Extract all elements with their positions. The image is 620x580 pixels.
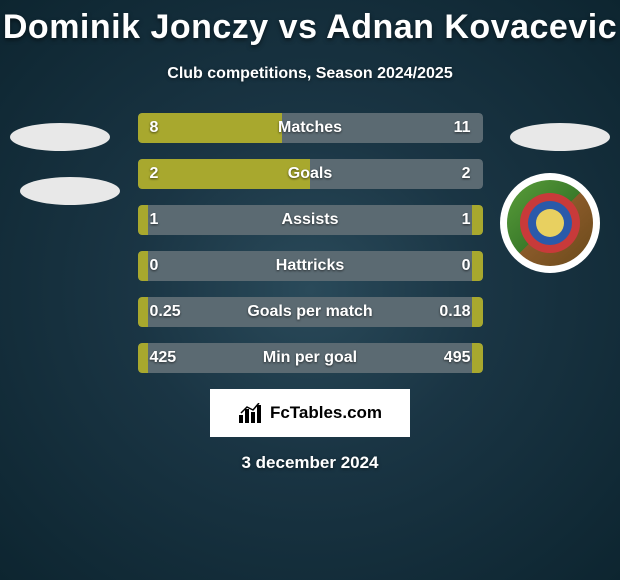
stat-value-left: 0.25 [150, 303, 181, 321]
stat-row: 8 11 Matches [138, 113, 483, 143]
club-badge [500, 173, 600, 273]
stat-value-left: 8 [150, 119, 159, 137]
stat-label: Goals per match [247, 303, 372, 321]
stat-bar-left [138, 251, 148, 281]
stat-bar-left [138, 205, 148, 235]
stat-value-right: 11 [454, 119, 471, 137]
stat-row: 1 1 Assists [138, 205, 483, 235]
page-title: Dominik Jonczy vs Adnan Kovacevic [0, 0, 620, 47]
stat-bar-right [472, 297, 482, 327]
stat-bar-right [472, 343, 482, 373]
stat-value-left: 0 [150, 257, 159, 275]
stat-value-right: 0 [462, 257, 471, 275]
chart-icon [238, 403, 264, 423]
stat-row: 425 495 Min per goal [138, 343, 483, 373]
stat-label: Min per goal [263, 349, 357, 367]
content-area: 811Matches22Goals11Assists00Hattricks0.2… [0, 113, 620, 473]
subtitle: Club competitions, Season 2024/2025 [0, 65, 620, 83]
stat-label: Assists [282, 211, 339, 229]
club-badge-inner [507, 180, 593, 266]
date-text: 3 december 2024 [0, 453, 620, 473]
stat-value-right: 1 [462, 211, 471, 229]
stat-row: 0.25 0.18 Goals per match [138, 297, 483, 327]
stat-value-right: 0.18 [439, 303, 470, 321]
player-right-ellipse-1 [510, 123, 610, 151]
stat-bar-right [472, 205, 482, 235]
stat-bar-left [138, 113, 283, 143]
stat-label: Hattricks [276, 257, 344, 275]
stat-bar-left [138, 159, 311, 189]
stat-label: Goals [288, 165, 332, 183]
stat-value-left: 425 [150, 349, 177, 367]
brand-text: FcTables.com [270, 403, 382, 423]
stat-bar-right [472, 251, 482, 281]
stat-value-right: 2 [462, 165, 471, 183]
stat-bar-left [138, 343, 148, 373]
stats-container: 811Matches22Goals11Assists00Hattricks0.2… [138, 113, 483, 373]
stat-label: Matches [278, 119, 342, 137]
stat-value-left: 1 [150, 211, 159, 229]
badge-ring [536, 209, 564, 237]
stat-row: 0 0 Hattricks [138, 251, 483, 281]
player-left-ellipse-1 [10, 123, 110, 151]
stat-bar-left [138, 297, 148, 327]
player-left-ellipse-2 [20, 177, 120, 205]
stat-row: 2 2 Goals [138, 159, 483, 189]
brand-badge[interactable]: FcTables.com [210, 389, 410, 437]
stat-value-left: 2 [150, 165, 159, 183]
stat-value-right: 495 [444, 349, 471, 367]
